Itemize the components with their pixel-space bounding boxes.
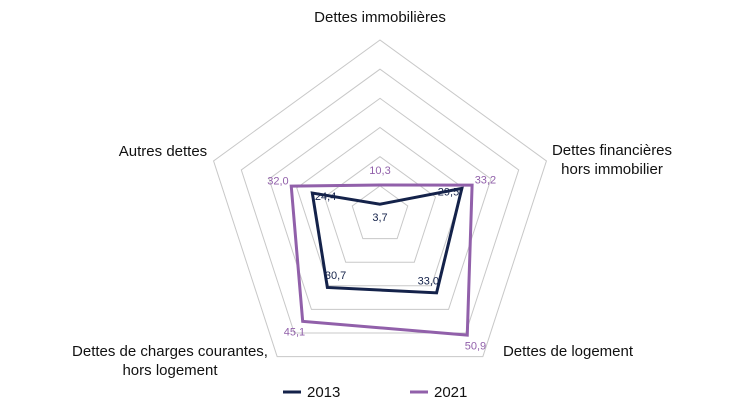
legend-label: 2013 [307,384,340,401]
grid-ring [212,39,548,358]
value-label: 45,1 [284,327,305,339]
axis-label: hors immobilier [561,161,663,178]
grid-ring [296,126,464,287]
grid-ring [351,185,409,240]
series-line [310,186,464,295]
value-label: 3,7 [372,212,387,224]
series-line [289,183,474,337]
axis-label: Dettes immobilières [314,9,446,26]
axis-label: hors logement [122,362,218,379]
axis-label: Dettes de charges courantes, [72,343,268,360]
axis-label: Dettes financières [552,142,672,159]
value-label: 24,4 [315,191,336,203]
value-label: 29,5 [438,187,459,199]
value-label: 30,7 [325,270,346,282]
value-label: 10,3 [369,165,390,177]
axis-label: Dettes de logement [503,343,634,360]
value-label: 33,2 [475,175,496,187]
grid-ring [323,156,437,263]
value-label: 32,0 [267,176,288,188]
grid-ring [268,97,492,310]
value-label: 50,9 [465,340,486,352]
value-label: 33,0 [418,275,439,287]
grid-ring [240,68,520,334]
axis-label: Autres dettes [119,143,207,160]
legend-label: 2021 [434,384,467,401]
